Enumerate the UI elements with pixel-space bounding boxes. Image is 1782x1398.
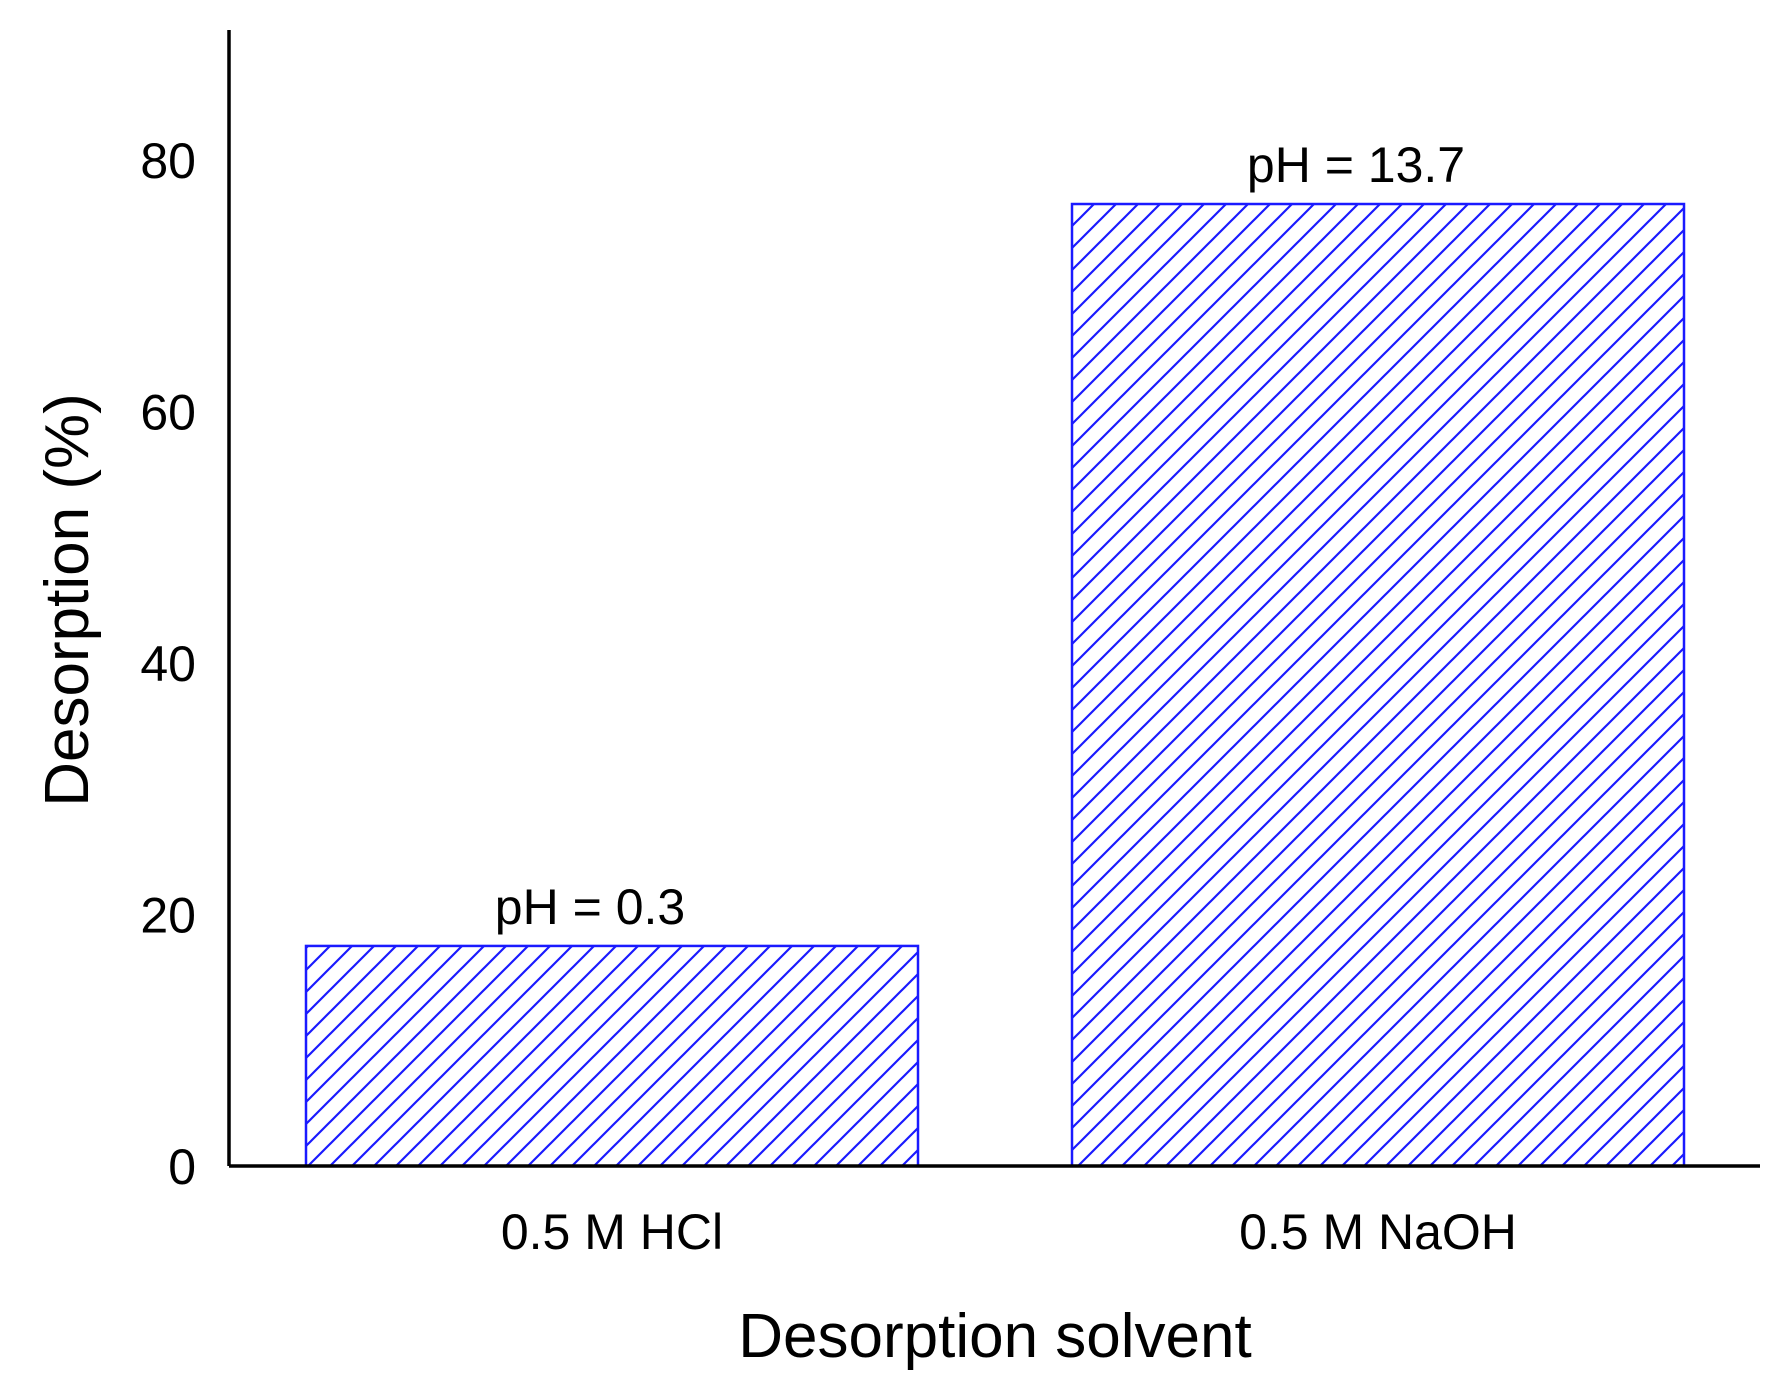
x-tick-label: 0.5 M HCl <box>501 1204 723 1260</box>
bar-2 <box>1070 202 1686 1168</box>
data-label: pH = 0.3 <box>495 879 685 935</box>
y-axis-title: Desorption (%) <box>33 393 102 806</box>
y-tick-label: 40 <box>140 636 196 692</box>
axes-layer <box>227 30 1760 1168</box>
x-tick-label: 0.5 M NaOH <box>1239 1204 1517 1260</box>
bar-1 <box>304 944 920 1168</box>
y-tick-labels: 0 20 40 60 80 <box>140 133 196 1195</box>
y-tick-label: 20 <box>140 888 196 944</box>
x-tick-labels: 0.5 M HCl 0.5 M NaOH <box>501 1204 1517 1260</box>
y-tick-label: 0 <box>168 1139 196 1195</box>
bars-layer <box>304 202 1686 1168</box>
y-tick-label: 80 <box>140 133 196 189</box>
data-label: pH = 13.7 <box>1247 137 1465 193</box>
x-axis-title: Desorption solvent <box>738 1302 1252 1371</box>
data-labels: pH = 0.3 pH = 13.7 <box>495 137 1465 935</box>
y-tick-label: 60 <box>140 385 196 441</box>
